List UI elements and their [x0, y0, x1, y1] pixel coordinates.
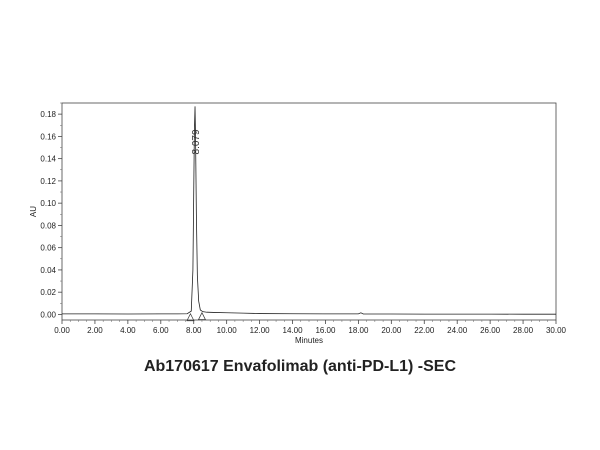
x-tick-label: 6.00: [153, 326, 169, 335]
plot-area: [61, 102, 557, 321]
chromatogram-trace: [62, 106, 556, 315]
x-tick-label: 20.00: [381, 326, 402, 335]
x-tick-label: 12.00: [250, 326, 271, 335]
peak-label: 8.079: [191, 129, 202, 154]
y-tick-label: 0.02: [40, 288, 56, 297]
x-axis-ticks: 0.00 2.00 4.00 6.00 8.00 10.00 12.00 14.00 16.00…: [54, 320, 567, 335]
y-tick-label: 0.08: [40, 221, 56, 230]
x-tick-label: 24.00: [447, 326, 468, 335]
x-axis-title: Minutes: [295, 336, 323, 345]
x-tick-label: 16.00: [315, 326, 336, 335]
y-tick-label: 0.16: [40, 132, 56, 141]
x-tick-label: 28.00: [513, 326, 534, 335]
x-tick-label: 22.00: [414, 326, 435, 335]
integration-marker: [197, 311, 207, 321]
y-tick-label: 0.18: [40, 110, 56, 119]
x-tick-label: 14.00: [283, 326, 304, 335]
x-tick-label: 18.00: [348, 326, 369, 335]
integration-markers: [186, 311, 207, 322]
x-tick-label: 4.00: [120, 326, 136, 335]
x-tick-label: 2.00: [87, 326, 103, 335]
y-axis-ticks: 0.00 0.02 0.04 0.06 0.08 0.10 0.12 0.14 0.16 0.18: [40, 102, 62, 319]
y-tick-label: 0.04: [40, 266, 56, 275]
x-tick-label: 26.00: [480, 326, 501, 335]
x-tick-label: 30.00: [546, 326, 567, 335]
peak-annotations: 8.079: [191, 129, 202, 154]
chart-caption: Ab170617 Envafolimab (anti-PD-L1) -SEC: [143, 358, 457, 375]
x-tick-label: 8.00: [186, 326, 202, 335]
y-tick-label: 0.10: [40, 199, 56, 208]
x-tick-label: 0.00: [54, 326, 70, 335]
integration-marker: [186, 312, 195, 322]
y-tick-label: 0.14: [40, 155, 56, 164]
y-tick-label: 0.12: [40, 177, 56, 186]
y-tick-label: 0.00: [40, 310, 56, 319]
plot-frame: [61, 102, 557, 321]
y-axis-title: AU: [29, 206, 38, 217]
y-tick-label: 0.06: [40, 244, 56, 253]
x-tick-label: 10.00: [217, 326, 238, 335]
